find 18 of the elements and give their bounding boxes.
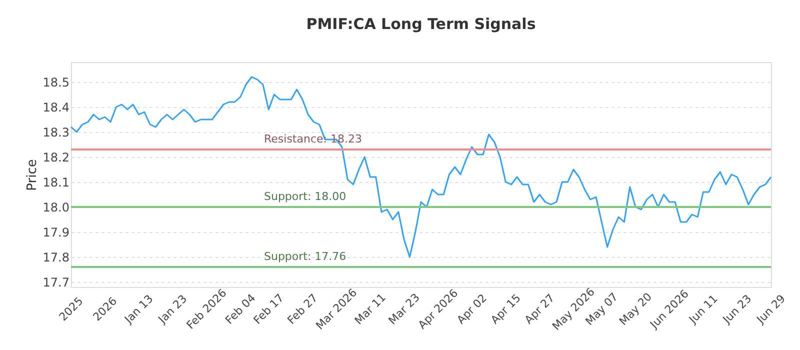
x-tick-label: Jun 23 (720, 292, 754, 327)
y-tick-label: 17.9 (42, 226, 70, 240)
y-tick-label: 18.0 (42, 200, 70, 214)
y-tick-label: 17.7 (42, 276, 70, 290)
ref-line-label: Support: 17.76 (264, 250, 346, 263)
y-tick-label: 17.8 (42, 250, 70, 264)
y-axis-title: Price (24, 159, 40, 191)
y-tick-label: 18.5 (42, 76, 70, 90)
y-tick-label: 18.1 (42, 176, 70, 190)
x-tick-label: Apr 15 (488, 292, 524, 327)
chart-title: PMIF:CA Long Term Signals (306, 15, 536, 33)
x-tick-label: Jan 13 (121, 292, 156, 327)
x-tick-label: Jun 29 (754, 292, 788, 327)
ref-line-label: Resistance: 18.23 (264, 132, 362, 146)
y-tick-label: 18.2 (42, 150, 70, 164)
ref-line-label: Support: 18.00 (264, 190, 346, 203)
y-tick-label: 18.4 (42, 100, 70, 114)
y-tick-label: 18.3 (42, 126, 70, 140)
